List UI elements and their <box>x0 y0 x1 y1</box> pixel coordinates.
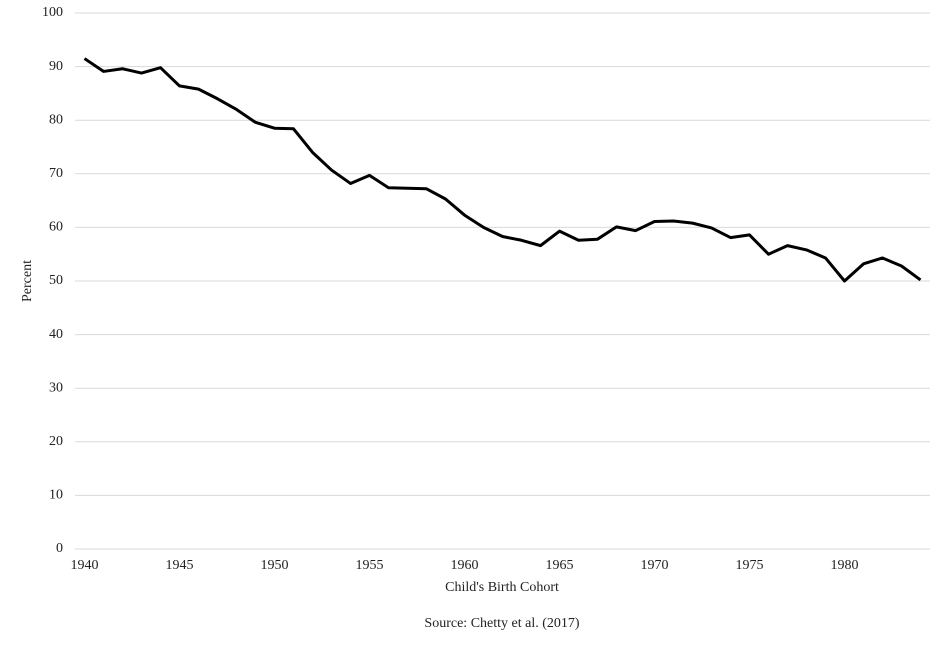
x-tick-label: 1965 <box>546 558 574 573</box>
x-tick-label: 1940 <box>71 558 99 573</box>
y-tick-label: 40 <box>49 327 63 342</box>
y-tick-label: 80 <box>49 112 63 127</box>
x-tick-label: 1950 <box>261 558 289 573</box>
x-tick-label: 1975 <box>736 558 764 573</box>
y-tick-label: 60 <box>49 220 63 235</box>
x-tick-label: 1960 <box>451 558 479 573</box>
x-tick-label: 1955 <box>356 558 384 573</box>
y-tick-label: 90 <box>49 59 63 74</box>
y-tick-label: 10 <box>49 488 63 503</box>
y-tick-label: 70 <box>49 166 63 181</box>
x-tick-label: 1970 <box>641 558 669 573</box>
y-tick-label: 20 <box>49 434 63 449</box>
data-line <box>83 57 922 283</box>
source-note: Source: Chetty et al. (2017) <box>424 616 579 631</box>
y-axis-title: Percent <box>20 260 35 302</box>
y-tick-label: 0 <box>56 541 63 556</box>
y-tick-label: 30 <box>49 380 63 395</box>
x-tick-label: 1945 <box>166 558 194 573</box>
x-tick-label: 1980 <box>831 558 859 573</box>
y-tick-label: 50 <box>49 273 63 288</box>
x-axis-title: Child's Birth Cohort <box>445 580 559 595</box>
y-tick-label: 100 <box>42 5 63 20</box>
